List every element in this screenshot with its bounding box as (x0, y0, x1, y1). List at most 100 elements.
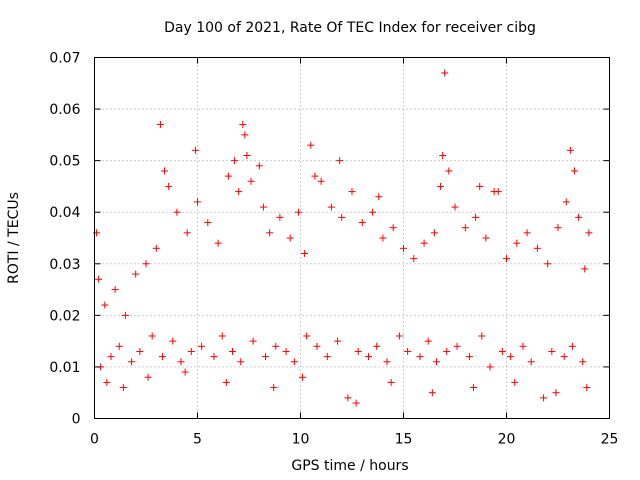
data-point (364, 353, 372, 361)
data-point (249, 337, 257, 345)
data-point (554, 224, 562, 232)
data-point (585, 229, 593, 237)
data-point (101, 301, 109, 309)
data-point (389, 224, 397, 232)
data-point (301, 249, 309, 257)
data-point (552, 389, 560, 397)
data-point (294, 208, 302, 216)
data-point (470, 384, 478, 392)
data-point (523, 229, 531, 237)
data-point (323, 353, 331, 361)
chart-title: Day 100 of 2021, Rate Of TEC Index for r… (164, 20, 536, 36)
data-point (511, 378, 519, 386)
data-point (241, 131, 249, 139)
data-point (152, 244, 160, 252)
data-point (430, 229, 438, 237)
data-point (276, 213, 284, 221)
data-point (395, 332, 403, 340)
data-point (259, 203, 267, 211)
data-point (210, 353, 218, 361)
data-point (229, 347, 237, 355)
data-point (583, 384, 591, 392)
data-point (566, 146, 574, 154)
data-point (387, 378, 395, 386)
data-point (204, 219, 212, 227)
data-point (255, 162, 263, 170)
data-point (169, 337, 177, 345)
data-point (181, 368, 189, 376)
data-point (144, 373, 152, 381)
grid-lines (94, 57, 610, 419)
data-point (581, 265, 589, 273)
data-point (439, 151, 447, 159)
data-point (562, 198, 570, 206)
data-point (231, 157, 239, 165)
y-tick-label: 0 (72, 412, 81, 428)
data-point (575, 213, 583, 221)
data-point (299, 373, 307, 381)
data-point (286, 234, 294, 242)
data-point (237, 358, 245, 366)
data-point (290, 358, 298, 366)
data-point (142, 260, 150, 268)
data-point (513, 239, 521, 247)
data-point (540, 394, 548, 402)
data-point (270, 384, 278, 392)
data-point (194, 198, 201, 206)
data-point (311, 172, 319, 180)
data-point (400, 244, 407, 252)
data-point (352, 399, 360, 407)
data-point (354, 347, 362, 355)
y-tick-label: 0.05 (49, 154, 80, 170)
data-point (173, 208, 181, 216)
y-tick-label: 0.06 (49, 102, 80, 118)
data-point (428, 389, 436, 397)
data-point (317, 177, 325, 185)
data-point (461, 224, 469, 232)
data-point (247, 177, 255, 185)
data-point (369, 208, 377, 216)
data-point (453, 342, 461, 350)
data-point (570, 167, 578, 175)
data-point (494, 188, 502, 196)
data-point (443, 347, 451, 355)
data-point (115, 342, 123, 350)
data-point (579, 358, 587, 366)
y-tick-label: 0.01 (49, 360, 80, 376)
data-point (261, 353, 269, 361)
data-point (187, 347, 195, 355)
data-point (103, 378, 111, 386)
data-point (476, 182, 484, 190)
data-point (358, 219, 366, 227)
data-point (424, 337, 432, 345)
y-tick-label: 0.03 (49, 257, 80, 273)
data-point (338, 213, 346, 221)
data-point (148, 332, 156, 340)
data-point (136, 347, 144, 355)
x-tick-label: 0 (90, 432, 99, 448)
x-tick-labels: 0 5 10 15 20 25 (90, 432, 618, 448)
data-point (519, 342, 527, 350)
data-point (498, 347, 506, 355)
data-point (111, 286, 119, 294)
x-tick-label: 5 (193, 432, 202, 448)
data-point (432, 358, 440, 366)
data-point (472, 213, 480, 221)
data-point (533, 244, 541, 252)
data-point (503, 255, 510, 263)
data-points (93, 69, 593, 407)
data-point (441, 69, 449, 77)
data-point (183, 229, 191, 237)
data-point (383, 358, 391, 366)
data-point (198, 342, 206, 350)
plot-area-border (94, 57, 610, 419)
data-point (327, 203, 335, 211)
data-point (191, 146, 199, 154)
data-point (272, 342, 280, 350)
data-point (445, 167, 453, 175)
y-tick-label: 0.07 (49, 51, 80, 67)
data-point (161, 167, 169, 175)
data-point (222, 378, 230, 386)
axis-ticks (94, 57, 610, 419)
